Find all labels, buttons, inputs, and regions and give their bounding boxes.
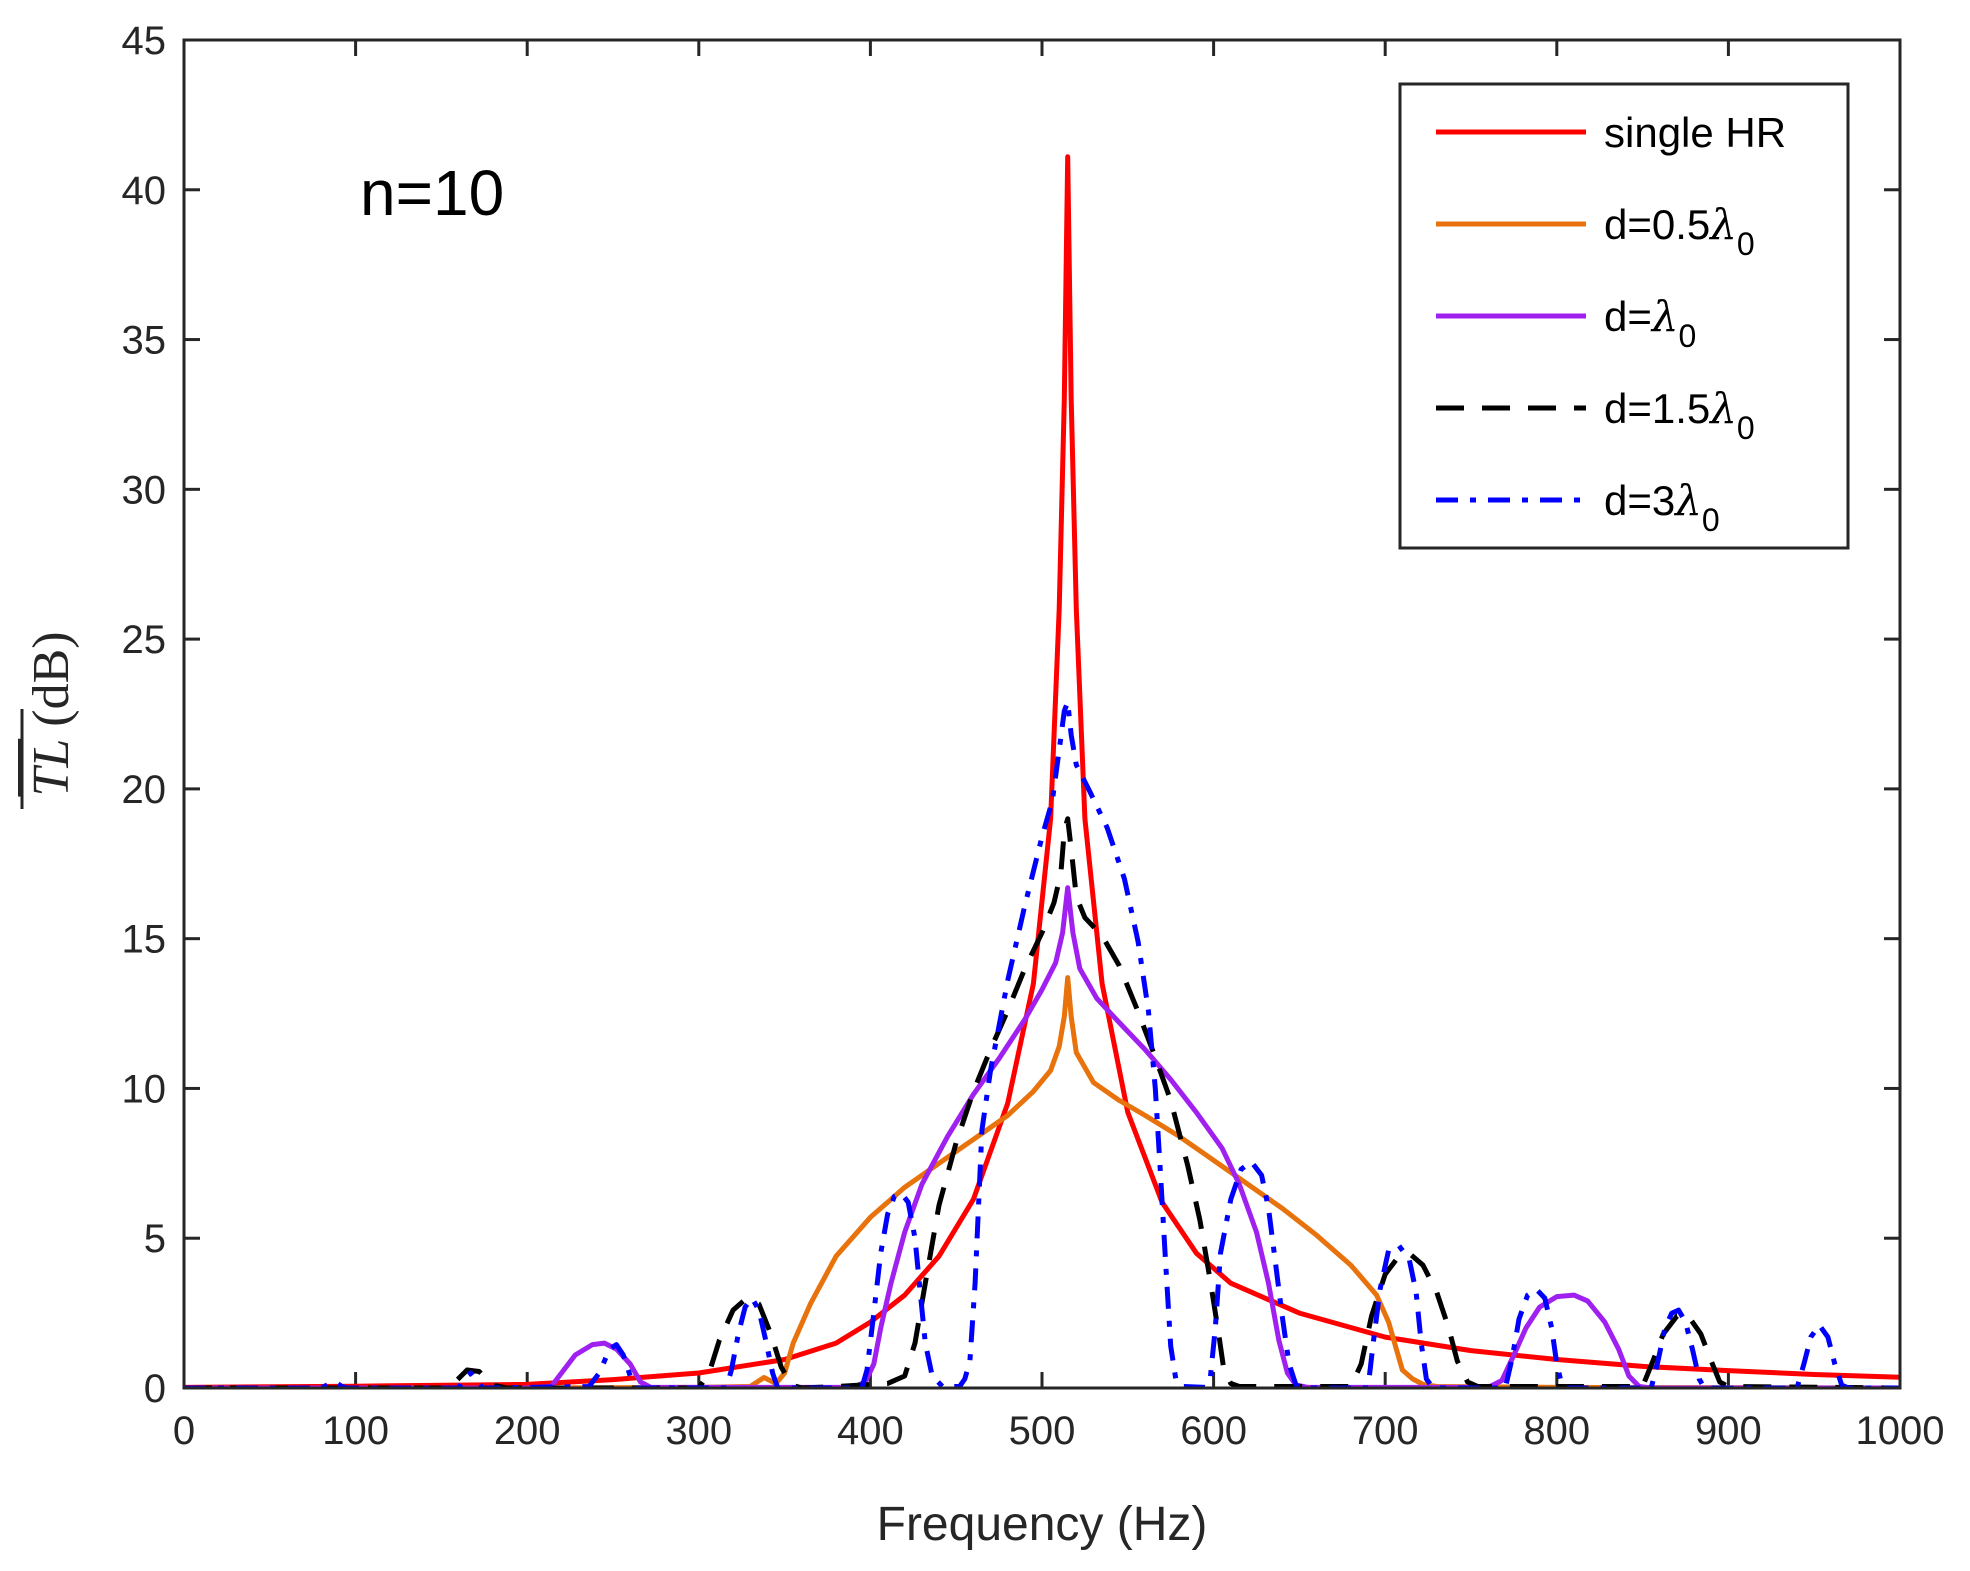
- y-axis-symbol: TL: [23, 739, 80, 797]
- series-line-4: [184, 699, 1900, 1388]
- svg-text:TL(dB): TL (dB): [23, 631, 80, 796]
- x-tick-label: 300: [665, 1409, 732, 1453]
- legend-label: d=3λ0: [1604, 476, 1720, 538]
- x-tick-label: 600: [1180, 1409, 1247, 1453]
- y-tick-label: 45: [122, 19, 167, 63]
- x-axis-label: Frequency (Hz): [877, 1498, 1208, 1551]
- x-tick-label: 400: [837, 1409, 904, 1453]
- y-tick-label: 25: [122, 618, 167, 662]
- x-tick-label: 800: [1523, 1409, 1590, 1453]
- legend-label: d=λ0: [1604, 292, 1696, 354]
- legend-label: d=0.5λ0: [1604, 200, 1755, 262]
- y-tick-label: 35: [122, 319, 167, 363]
- x-tick-label: 0: [173, 1409, 195, 1453]
- y-axis-unit: (dB): [23, 631, 80, 726]
- x-tick-label: 700: [1352, 1409, 1419, 1453]
- panel-annotation: n=10: [360, 157, 504, 229]
- plot-frame: [182, 38, 1902, 1390]
- y-tick-label: 10: [122, 1067, 167, 1111]
- y-tick-label: 20: [122, 768, 167, 812]
- y-tick-label: 40: [122, 169, 167, 213]
- series-line-2: [184, 885, 1900, 1388]
- legend-label: single HR: [1604, 109, 1786, 156]
- y-tick-label: 15: [122, 918, 167, 962]
- series-line-1: [184, 975, 1900, 1388]
- x-tick-label: 100: [322, 1409, 389, 1453]
- y-tick-label: 0: [144, 1367, 166, 1411]
- x-tick-label: 200: [494, 1409, 561, 1453]
- legend-label: d=1.5λ0: [1604, 384, 1755, 446]
- y-tick-label: 5: [144, 1217, 166, 1261]
- x-tick-label: 1000: [1856, 1409, 1945, 1453]
- x-tick-label: 500: [1009, 1409, 1076, 1453]
- x-tick-label: 900: [1695, 1409, 1762, 1453]
- y-tick-label: 30: [122, 468, 167, 512]
- series-line-0: [184, 154, 1900, 1388]
- y-axis-label: TL (dB): [20, 631, 80, 809]
